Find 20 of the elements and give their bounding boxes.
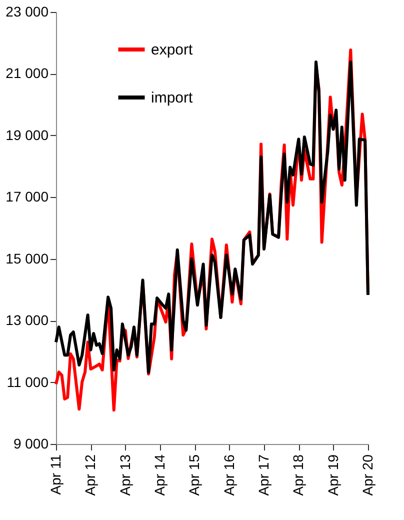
x-tick-label: Apr 19	[324, 454, 341, 496]
y-tick-label: 19 000	[6, 126, 49, 143]
x-tick-label: Apr 17	[256, 454, 272, 496]
x-tick-label: Apr 14	[152, 454, 168, 496]
y-tick-label: 23 000	[6, 4, 49, 20]
legend-label: export	[151, 42, 194, 58]
x-tick-label: Apr 18	[290, 454, 306, 496]
y-tick-label: 13 000	[6, 312, 49, 328]
y-tick-label: 15 000	[6, 250, 49, 266]
y-tick-label: 17 000	[6, 188, 49, 205]
x-tick-label: Apr 16	[220, 454, 237, 496]
y-tick-label: 11 000	[6, 374, 49, 390]
x-tick-label: Apr 13	[116, 454, 133, 496]
x-tick-label: Apr 20	[360, 454, 376, 496]
y-tick-label: 9 000	[13, 436, 49, 452]
x-tick-label: Apr 11	[48, 454, 64, 495]
legend-label: import	[151, 90, 194, 106]
x-tick-label: Apr 12	[82, 454, 98, 496]
y-tick-label: 21 000	[6, 65, 49, 82]
x-tick-label: Apr 15	[186, 454, 202, 496]
